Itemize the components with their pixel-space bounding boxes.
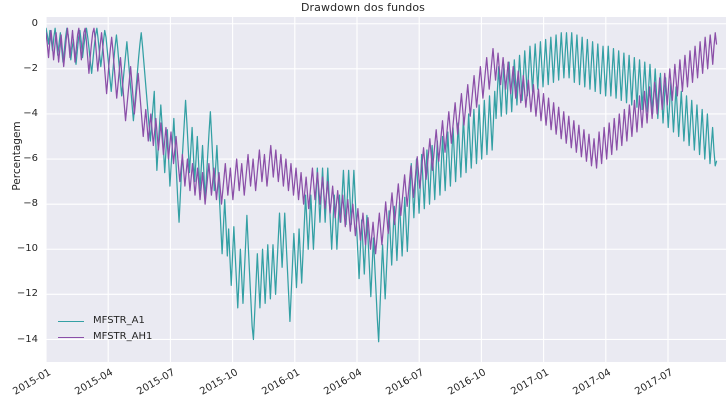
y-tick-label: −10: [16, 243, 38, 255]
chart-legend: MFSTR_A1 MFSTR_AH1: [58, 313, 152, 345]
legend-swatch: [58, 336, 84, 338]
x-tick-label: 2015-01: [11, 367, 53, 398]
x-tick-label: 2017-07: [633, 367, 675, 398]
plot-area: MFSTR_A1 MFSTR_AH1: [46, 17, 726, 362]
x-tick-label: 2017-04: [571, 367, 613, 398]
y-tick-label: −2: [23, 62, 38, 74]
legend-swatch: [58, 320, 84, 322]
x-tick-label: 2016-01: [260, 367, 302, 398]
x-tick-label: 2016-04: [322, 367, 364, 398]
y-tick-label: 0: [31, 17, 38, 29]
legend-item: MFSTR_AH1: [58, 329, 152, 345]
x-tick-label: 2015-04: [73, 367, 116, 398]
x-tick-label: 2017-01: [508, 367, 551, 398]
x-tick-label: 2016-10: [446, 367, 489, 398]
y-tick-label: −12: [16, 288, 38, 300]
legend-label: MFSTR_A1: [93, 315, 145, 326]
x-tick-label: 2016-07: [384, 367, 427, 398]
legend-label: MFSTR_AH1: [93, 331, 153, 342]
y-axis-label: Percentagem: [11, 121, 23, 191]
chart-title: Drawdown dos fundos: [300, 1, 425, 14]
y-tick-label: −14: [16, 333, 38, 345]
series-lines: [46, 27, 718, 343]
x-tick-label: 2015-07: [135, 367, 178, 398]
legend-item: MFSTR_A1: [58, 313, 152, 329]
x-tick-label: 2015-10: [197, 367, 240, 398]
